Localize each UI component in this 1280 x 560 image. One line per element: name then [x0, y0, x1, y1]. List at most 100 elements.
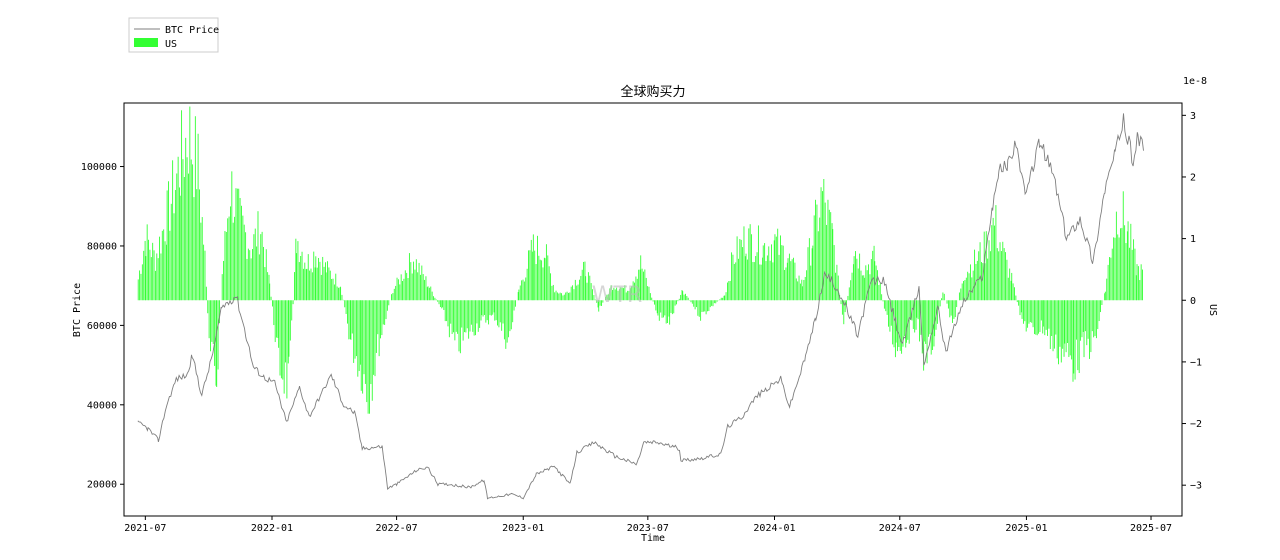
us-bar: [523, 281, 525, 301]
us-bar: [1113, 237, 1115, 301]
us-bar: [1140, 264, 1142, 301]
us-bar: [941, 298, 942, 301]
us-bar: [339, 287, 341, 301]
us-bar: [506, 300, 508, 343]
us-bar: [762, 257, 763, 301]
us-bar: [736, 236, 738, 301]
us-bar: [532, 234, 534, 301]
us-bar: [472, 300, 474, 332]
us-bar: [801, 279, 803, 301]
us-bar: [509, 300, 511, 332]
us-bar: [247, 248, 249, 301]
us-bar: [207, 300, 209, 314]
us-bar: [1111, 248, 1113, 301]
us-bar: [548, 266, 550, 301]
us-bar: [567, 292, 569, 301]
us-bar: [1047, 300, 1048, 336]
us-bar: [624, 285, 626, 301]
us-bar: [411, 273, 413, 301]
us-bar: [477, 300, 479, 332]
us-bar: [863, 275, 865, 301]
us-bar: [1101, 300, 1103, 305]
us-bar: [1010, 280, 1012, 301]
us-bar: [179, 195, 181, 301]
us-bar: [1031, 300, 1033, 323]
us-bar: [773, 240, 775, 301]
us-bar: [556, 292, 558, 301]
us-bar: [844, 300, 846, 313]
us-bar: [1104, 291, 1106, 301]
us-bar: [686, 296, 688, 301]
us-bar: [1106, 278, 1108, 301]
us-bar: [690, 300, 692, 303]
us-bar: [638, 269, 640, 301]
us-bar: [618, 289, 620, 301]
us-bar: [820, 187, 822, 301]
us-bar: [1077, 300, 1079, 371]
us-bar: [386, 300, 388, 311]
us-bar: [295, 238, 297, 301]
us-bar: [984, 263, 986, 301]
us-bar: [428, 287, 430, 301]
us-bar: [712, 300, 714, 307]
us-bar: [475, 300, 476, 336]
us-bar: [793, 257, 794, 301]
us-bar: [364, 300, 366, 384]
us-bar: [1081, 300, 1083, 338]
x-tick-label: 2023-07: [627, 523, 669, 534]
us-bar: [1097, 300, 1099, 330]
us-bar: [744, 256, 746, 301]
us-bar: [782, 245, 784, 301]
us-bar: [227, 218, 229, 301]
us-bar: [486, 300, 488, 321]
us-bar: [645, 277, 647, 301]
us-bar: [654, 300, 655, 305]
us-bar: [307, 254, 309, 301]
us-bar: [868, 264, 870, 301]
us-bar: [892, 300, 894, 345]
x-tick-label: 2024-07: [879, 523, 921, 534]
us-bar: [704, 300, 706, 312]
us-bar: [1038, 300, 1040, 334]
us-bar: [242, 215, 244, 301]
us-bar: [1003, 248, 1005, 301]
us-bar: [316, 267, 318, 301]
us-bar: [799, 283, 801, 301]
us-bar: [283, 300, 285, 394]
us-bar: [183, 176, 185, 301]
us-bar: [453, 300, 454, 333]
us-bar: [971, 277, 973, 301]
us-bar: [377, 300, 379, 335]
us-bar: [189, 106, 191, 301]
y2-tick-label: 3: [1190, 111, 1196, 122]
us-bar: [433, 296, 434, 301]
us-bar: [1055, 300, 1057, 335]
us-bar: [341, 294, 343, 301]
us-bar: [268, 274, 270, 301]
us-bar: [495, 300, 497, 321]
us-bar: [585, 276, 587, 301]
us-bar: [665, 300, 667, 324]
us-bar: [193, 197, 195, 301]
y-tick-label: 80000: [87, 241, 117, 252]
us-bar: [430, 286, 432, 301]
us-bar: [674, 300, 676, 306]
us-bar: [953, 300, 955, 319]
us-bar: [916, 300, 918, 318]
us-bar: [278, 300, 280, 348]
us-bar: [562, 295, 564, 301]
us-bar: [163, 229, 165, 301]
us-bar: [902, 300, 904, 347]
x-tick-label: 2023-01: [502, 523, 544, 534]
us-bar: [1069, 300, 1071, 356]
us-bar: [1142, 269, 1143, 301]
us-bar: [816, 204, 818, 301]
us-bar: [760, 264, 762, 301]
us-bar: [1000, 251, 1002, 301]
us-bar: [192, 164, 194, 301]
us-bar: [181, 110, 183, 301]
us-bar: [1045, 300, 1047, 330]
us-bar: [592, 289, 593, 301]
us-bar: [673, 300, 675, 314]
us-bar: [1130, 223, 1132, 301]
